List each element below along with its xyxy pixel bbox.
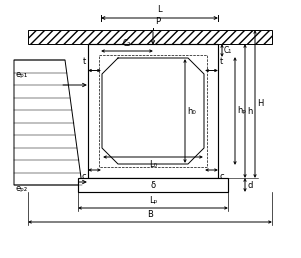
Text: δ: δ — [150, 181, 156, 189]
Bar — [88, 44, 218, 178]
Text: hₚ: hₚ — [237, 107, 246, 116]
Text: c: c — [81, 172, 86, 181]
Text: B: B — [147, 210, 153, 219]
Text: h₀: h₀ — [187, 107, 196, 116]
Text: t: t — [220, 58, 223, 67]
Text: eₚ₂: eₚ₂ — [15, 184, 27, 193]
Text: eₚ₁: eₚ₁ — [15, 70, 27, 79]
Text: Lₚ: Lₚ — [149, 196, 157, 205]
Text: L: L — [157, 5, 162, 14]
Bar — [78, 178, 228, 192]
Text: P: P — [155, 17, 160, 26]
Text: h: h — [247, 107, 252, 116]
Polygon shape — [14, 60, 82, 185]
Text: L₀: L₀ — [149, 160, 157, 169]
Text: d: d — [247, 181, 252, 189]
Text: c: c — [220, 172, 225, 181]
Bar — [28, 30, 272, 44]
Text: t: t — [83, 58, 86, 67]
Text: C₁: C₁ — [224, 46, 232, 55]
Text: C₂: C₂ — [123, 39, 131, 48]
Text: H: H — [257, 100, 263, 109]
